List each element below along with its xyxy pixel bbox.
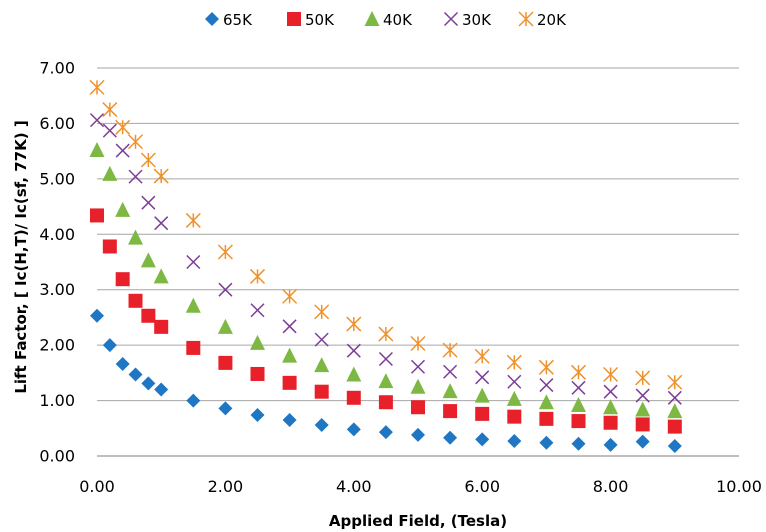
data-point: [283, 376, 297, 390]
data-point: [90, 208, 104, 222]
x-tick-label: 8.00: [593, 477, 629, 496]
y-tick-label: 4.00: [39, 225, 75, 244]
data-point: [507, 410, 521, 424]
data-point: [218, 356, 232, 370]
data-point: [539, 412, 553, 426]
legend-label: 40K: [383, 11, 413, 29]
y-tick-label: 2.00: [39, 336, 75, 355]
y-tick-label: 1.00: [39, 391, 75, 410]
data-point: [668, 420, 682, 434]
data-point: [636, 417, 650, 431]
legend-label: 30K: [462, 11, 492, 29]
x-tick-label: 10.00: [716, 477, 762, 496]
data-point: [572, 414, 586, 428]
data-point: [141, 309, 155, 323]
data-point: [251, 367, 265, 381]
data-point: [411, 400, 425, 414]
y-tick-label: 0.00: [39, 447, 75, 466]
x-tick-label: 0.00: [79, 477, 115, 496]
legend-label: 50K: [305, 11, 335, 29]
y-tick-label: 5.00: [39, 169, 75, 188]
y-tick-label: 7.00: [39, 59, 75, 78]
x-axis-title: Applied Field, (Tesla): [329, 512, 507, 530]
data-point: [604, 416, 618, 430]
data-point: [154, 320, 168, 334]
data-point: [475, 407, 489, 421]
data-point: [186, 341, 200, 355]
data-point: [129, 294, 143, 308]
y-tick-label: 6.00: [39, 114, 75, 133]
x-tick-label: 2.00: [208, 477, 244, 496]
data-point: [103, 239, 117, 253]
x-tick-label: 4.00: [336, 477, 372, 496]
y-tick-label: 3.00: [39, 280, 75, 299]
x-tick-label: 6.00: [464, 477, 500, 496]
legend-label: 20K: [537, 11, 567, 29]
data-point: [315, 385, 329, 399]
legend-label: 65K: [223, 11, 253, 29]
data-point: [116, 272, 130, 286]
legend-marker: [287, 12, 301, 26]
y-axis-title: Lift Factor, [ Ic(H,T)/ Ic(sf, 77K) ]: [12, 120, 30, 393]
data-point: [379, 395, 393, 409]
data-point: [347, 391, 361, 405]
data-point: [443, 404, 457, 418]
